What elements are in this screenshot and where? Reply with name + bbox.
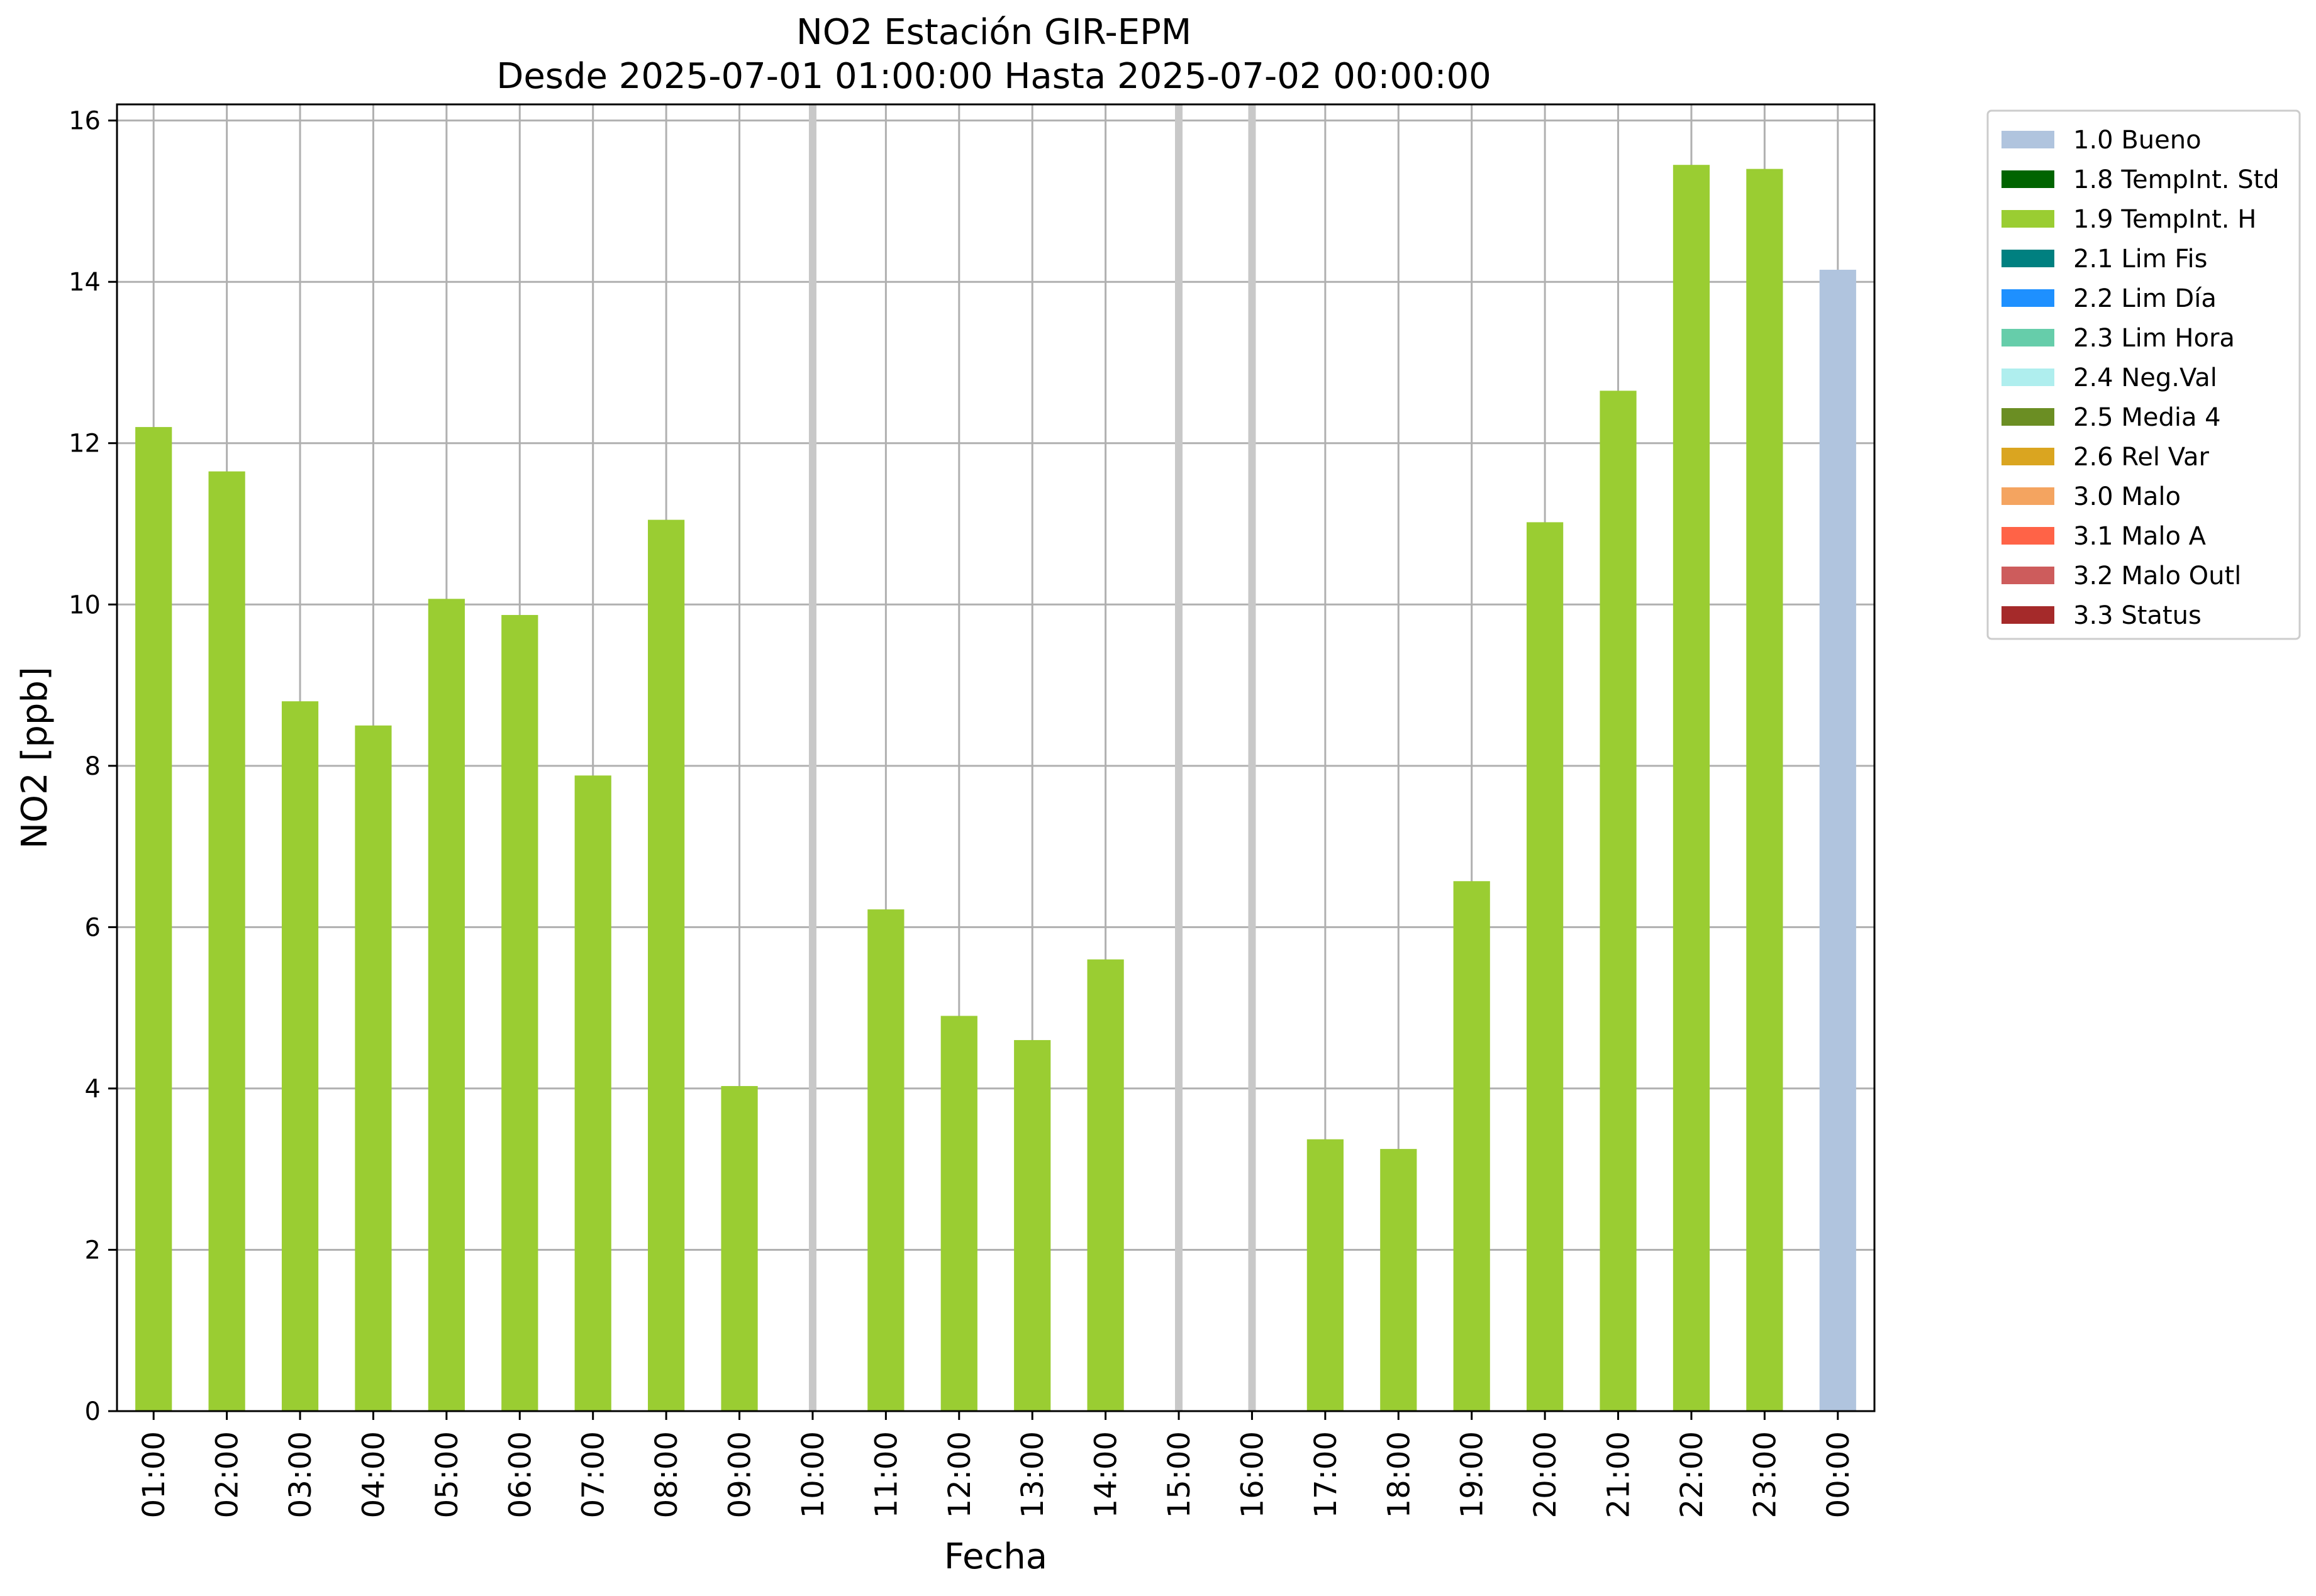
x-tick-label: 18:00 <box>1381 1431 1417 1518</box>
legend-swatch <box>2001 131 2054 148</box>
x-tick-label: 07:00 <box>576 1431 611 1518</box>
bar <box>1527 522 1564 1411</box>
x-tick-label: 20:00 <box>1528 1431 1563 1518</box>
legend-swatch <box>2001 170 2054 188</box>
bar <box>1673 165 1710 1411</box>
x-tick-label: 10:00 <box>796 1431 831 1518</box>
x-tick-label: 11:00 <box>869 1431 904 1518</box>
bar <box>428 599 465 1411</box>
legend-label: 2.3 Lim Hora <box>2073 324 2235 353</box>
bar <box>574 775 611 1411</box>
bar <box>1380 1149 1417 1411</box>
bar <box>940 1016 977 1411</box>
x-tick-label: 23:00 <box>1747 1431 1783 1518</box>
bar <box>1453 881 1490 1411</box>
legend-label: 2.2 Lim Día <box>2073 284 2217 313</box>
legend-swatch <box>2001 448 2054 465</box>
y-tick-label: 14 <box>69 268 101 297</box>
legend-swatch <box>2001 567 2054 584</box>
x-tick-label: 16:00 <box>1235 1431 1270 1518</box>
legend-swatch <box>2001 369 2054 386</box>
y-tick-label: 8 <box>85 752 101 781</box>
legend-swatch <box>2001 250 2054 267</box>
legend-label: 3.2 Malo Outl <box>2073 562 2241 590</box>
bar <box>1819 269 1856 1411</box>
x-tick-label: 06:00 <box>503 1431 538 1518</box>
x-tick-label: 17:00 <box>1308 1431 1344 1518</box>
legend-swatch <box>2001 289 2054 307</box>
bar <box>1306 1139 1344 1411</box>
x-axis: 01:00 02:00 03:00 04:00 05:00 06:00 07:00 08:00… <box>136 1411 1856 1518</box>
x-tick-label: 21:00 <box>1601 1431 1637 1518</box>
bar <box>208 471 245 1412</box>
x-tick-label: 14:00 <box>1089 1431 1124 1518</box>
legend-swatch <box>2001 210 2054 228</box>
bar <box>648 519 685 1411</box>
legend-label: 2.1 Lim Fis <box>2073 245 2207 274</box>
bar <box>1014 1039 1051 1411</box>
bar <box>867 909 905 1411</box>
legend-swatch <box>2001 527 2054 545</box>
y-axis: 0 2 4 6 8 10 12 14 16 <box>69 107 117 1426</box>
x-tick-label: 09:00 <box>723 1431 758 1518</box>
y-tick-label: 6 <box>85 913 101 942</box>
legend-swatch <box>2001 408 2054 426</box>
x-tick-label: 22:00 <box>1674 1431 1710 1518</box>
y-tick-label: 10 <box>69 590 101 619</box>
legend: 1.0 Bueno 1.8 TempInt. Std 1.9 TempInt. H 2… <box>1986 109 2301 640</box>
bar <box>281 701 319 1411</box>
x-axis-label: Fecha <box>944 1536 1047 1577</box>
legend-label: 3.3 Status <box>2073 601 2202 630</box>
x-tick-label: 19:00 <box>1455 1431 1490 1518</box>
legend-swatch <box>2001 606 2054 624</box>
x-tick-label: 00:00 <box>1821 1431 1856 1518</box>
y-tick-label: 12 <box>69 429 101 458</box>
x-tick-label: 01:00 <box>136 1431 172 1518</box>
bar <box>135 427 172 1411</box>
chart-title: NO2 Estación GIR-EPM <box>796 12 1191 53</box>
y-tick-label: 16 <box>69 107 101 136</box>
bar <box>1746 169 1783 1411</box>
x-tick-label: 13:00 <box>1015 1431 1050 1518</box>
chart-subtitle: Desde 2025-07-01 01:00:00 Hasta 2025-07-… <box>496 56 1491 97</box>
bar <box>501 614 538 1412</box>
legend-swatch <box>2001 487 2054 505</box>
bar <box>721 1086 758 1411</box>
x-tick-label: 04:00 <box>356 1431 391 1518</box>
legend-label: 2.6 Rel Var <box>2073 443 2210 472</box>
y-tick-label: 2 <box>85 1236 101 1265</box>
legend-label: 1.8 TempInt. Std <box>2073 165 2280 194</box>
plot-frame <box>116 103 1876 1412</box>
missing-value-marker <box>808 104 816 1411</box>
y-tick-label: 0 <box>85 1397 101 1426</box>
missing-value-marker <box>1248 104 1256 1411</box>
legend-label: 2.4 Neg.Val <box>2073 363 2217 392</box>
legend-label: 3.1 Malo A <box>2073 522 2207 551</box>
y-tick-label: 4 <box>85 1075 101 1104</box>
legend-label: 2.5 Media 4 <box>2073 403 2221 432</box>
legend-label: 1.0 Bueno <box>2073 126 2202 155</box>
y-axis-label: NO2 [ppb] <box>14 667 55 849</box>
bar <box>355 725 392 1411</box>
x-tick-label: 08:00 <box>649 1431 684 1518</box>
bar <box>1087 959 1124 1411</box>
bar <box>1600 391 1637 1411</box>
missing-value-marker <box>1175 104 1183 1411</box>
legend-swatch <box>2001 329 2054 346</box>
bars <box>135 104 1856 1412</box>
x-tick-label: 03:00 <box>283 1431 318 1518</box>
x-tick-label: 15:00 <box>1162 1431 1197 1518</box>
x-tick-label: 02:00 <box>210 1431 245 1518</box>
legend-label: 3.0 Malo <box>2073 482 2181 511</box>
x-tick-label: 05:00 <box>430 1431 465 1518</box>
legend-box <box>1986 109 2301 640</box>
x-tick-label: 12:00 <box>942 1431 977 1518</box>
legend-label: 1.9 TempInt. H <box>2073 205 2256 234</box>
